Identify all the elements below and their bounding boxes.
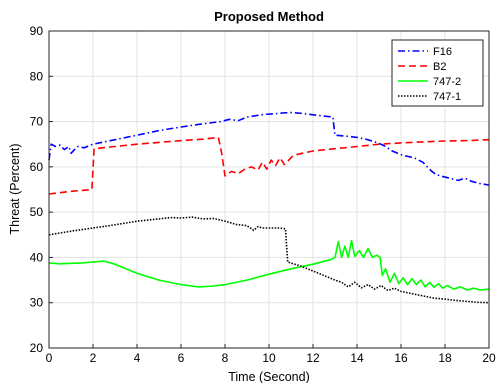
y-tick-label: 40 <box>30 250 44 264</box>
series-layer <box>48 111 490 304</box>
legend-box <box>391 39 484 107</box>
y-tick-label: 50 <box>30 205 44 219</box>
x-tick-label: 4 <box>134 351 141 365</box>
y-tick-label: 60 <box>30 160 44 174</box>
ticks: 0 2 4 6 8 10 12 14 16 18 20 20 30 40 50 60 70 80 90 <box>30 24 496 365</box>
x-tick-label: 18 <box>438 351 452 365</box>
series-line-747-2 <box>48 239 490 291</box>
x-tick-label: 0 <box>46 351 53 365</box>
legend-label-F16: F16 <box>433 46 452 58</box>
x-tick-label: 14 <box>350 351 364 365</box>
y-axis-label: Threat (Percent) <box>8 143 22 234</box>
series-line-F16 <box>48 111 490 186</box>
x-axis-label: Time (Second) <box>228 370 310 383</box>
y-tick-label: 70 <box>30 115 44 129</box>
chart-title: Proposed Method <box>214 9 324 24</box>
x-tick-label: 10 <box>262 351 276 365</box>
legend-label-747-1: 747-1 <box>433 91 461 103</box>
y-tick-label: 20 <box>30 341 44 355</box>
y-tick-label: 80 <box>30 69 44 83</box>
series-line-747-1 <box>48 216 490 304</box>
x-tick-label: 6 <box>178 351 185 365</box>
x-tick-label: 2 <box>90 351 97 365</box>
series-line-B2 <box>48 136 490 195</box>
legend-label-747-2: 747-2 <box>433 76 461 88</box>
legend-label-B2: B2 <box>433 61 446 73</box>
legend: F16 B2 747-2 747-1 <box>391 39 484 107</box>
x-tick-label: 8 <box>222 351 229 365</box>
y-tick-label: 90 <box>30 24 44 38</box>
x-tick-label: 12 <box>306 351 320 365</box>
x-tick-label: 16 <box>394 351 408 365</box>
y-tick-label: 30 <box>30 296 44 310</box>
x-tick-label: 20 <box>482 351 496 365</box>
